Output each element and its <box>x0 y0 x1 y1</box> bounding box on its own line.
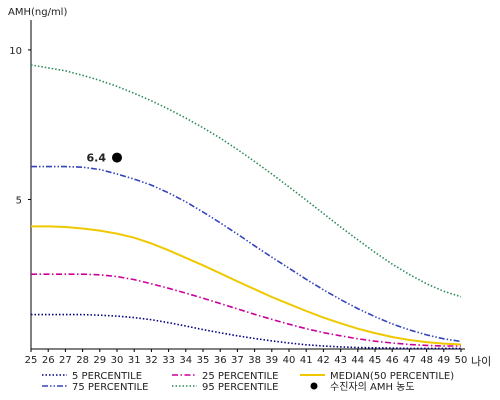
x-tick-label: 25 <box>25 355 38 366</box>
legend-swatch-point <box>310 382 318 390</box>
x-tick-label: 27 <box>59 355 72 366</box>
x-tick-label: 45 <box>369 355 382 366</box>
legend-label-3: 75 PERCENTILE <box>72 382 148 393</box>
legend-label-4: 95 PERCENTILE <box>202 382 278 393</box>
y-tick-label: 5 <box>16 195 22 206</box>
x-tick-label: 26 <box>42 355 55 366</box>
axes <box>30 20 465 350</box>
x-tick-label: 28 <box>76 355 89 366</box>
x-tick-label: 44 <box>351 355 364 366</box>
x-tick-label: 39 <box>265 355 278 366</box>
x-tick-label: 43 <box>334 355 347 366</box>
x-tick-label: 35 <box>197 355 210 366</box>
x-tick-label: 46 <box>386 355 399 366</box>
x-tick-label: 42 <box>317 355 330 366</box>
x-tick-label: 40 <box>283 355 296 366</box>
ticks-layer: 25 26 27 28 29 30 31 32 33 34 35 36 37 38 39 40 41 42 43 44… <box>9 46 467 366</box>
legend-label-2: MEDIAN(50 PERCENTILE) <box>330 371 454 382</box>
x-tick-label: 50 <box>455 355 468 366</box>
series-line-1 <box>31 273 461 347</box>
x-tick-label: 32 <box>145 355 158 366</box>
points-layer: 6.4 <box>87 152 122 165</box>
patient-point-label: 6.4 <box>87 152 107 165</box>
x-tick-label: 49 <box>437 355 450 366</box>
x-tick-label: 34 <box>179 355 192 366</box>
y-tick-label: 10 <box>9 46 22 57</box>
x-tick-label: 33 <box>162 355 175 366</box>
y-axis-label: AMH(ng/ml) <box>8 7 67 18</box>
x-tick-label: 29 <box>93 355 106 366</box>
x-tick-label: 38 <box>248 355 261 366</box>
series-line-3 <box>31 165 462 343</box>
legend-label-0: 5 PERCENTILE <box>72 371 142 382</box>
legend-label-point: 수진자의 AMH 농도 <box>330 381 415 393</box>
x-tick-label: 36 <box>214 355 227 366</box>
series-line-2 <box>31 225 462 346</box>
series-layer <box>30 64 462 350</box>
x-tick-label: 48 <box>420 355 433 366</box>
patient-point <box>112 152 122 163</box>
x-tick-label: 31 <box>128 355 141 366</box>
series-line-0 <box>31 313 461 350</box>
legend-label-1: 25 PERCENTILE <box>202 371 278 382</box>
x-tick-label: 47 <box>403 355 416 366</box>
x-tick-label: 37 <box>231 355 244 366</box>
x-tick-label: 41 <box>300 355 313 366</box>
x-tick-label: 30 <box>111 355 124 366</box>
series-line-4 <box>30 64 462 298</box>
x-axis-label: 나이 <box>471 355 491 368</box>
